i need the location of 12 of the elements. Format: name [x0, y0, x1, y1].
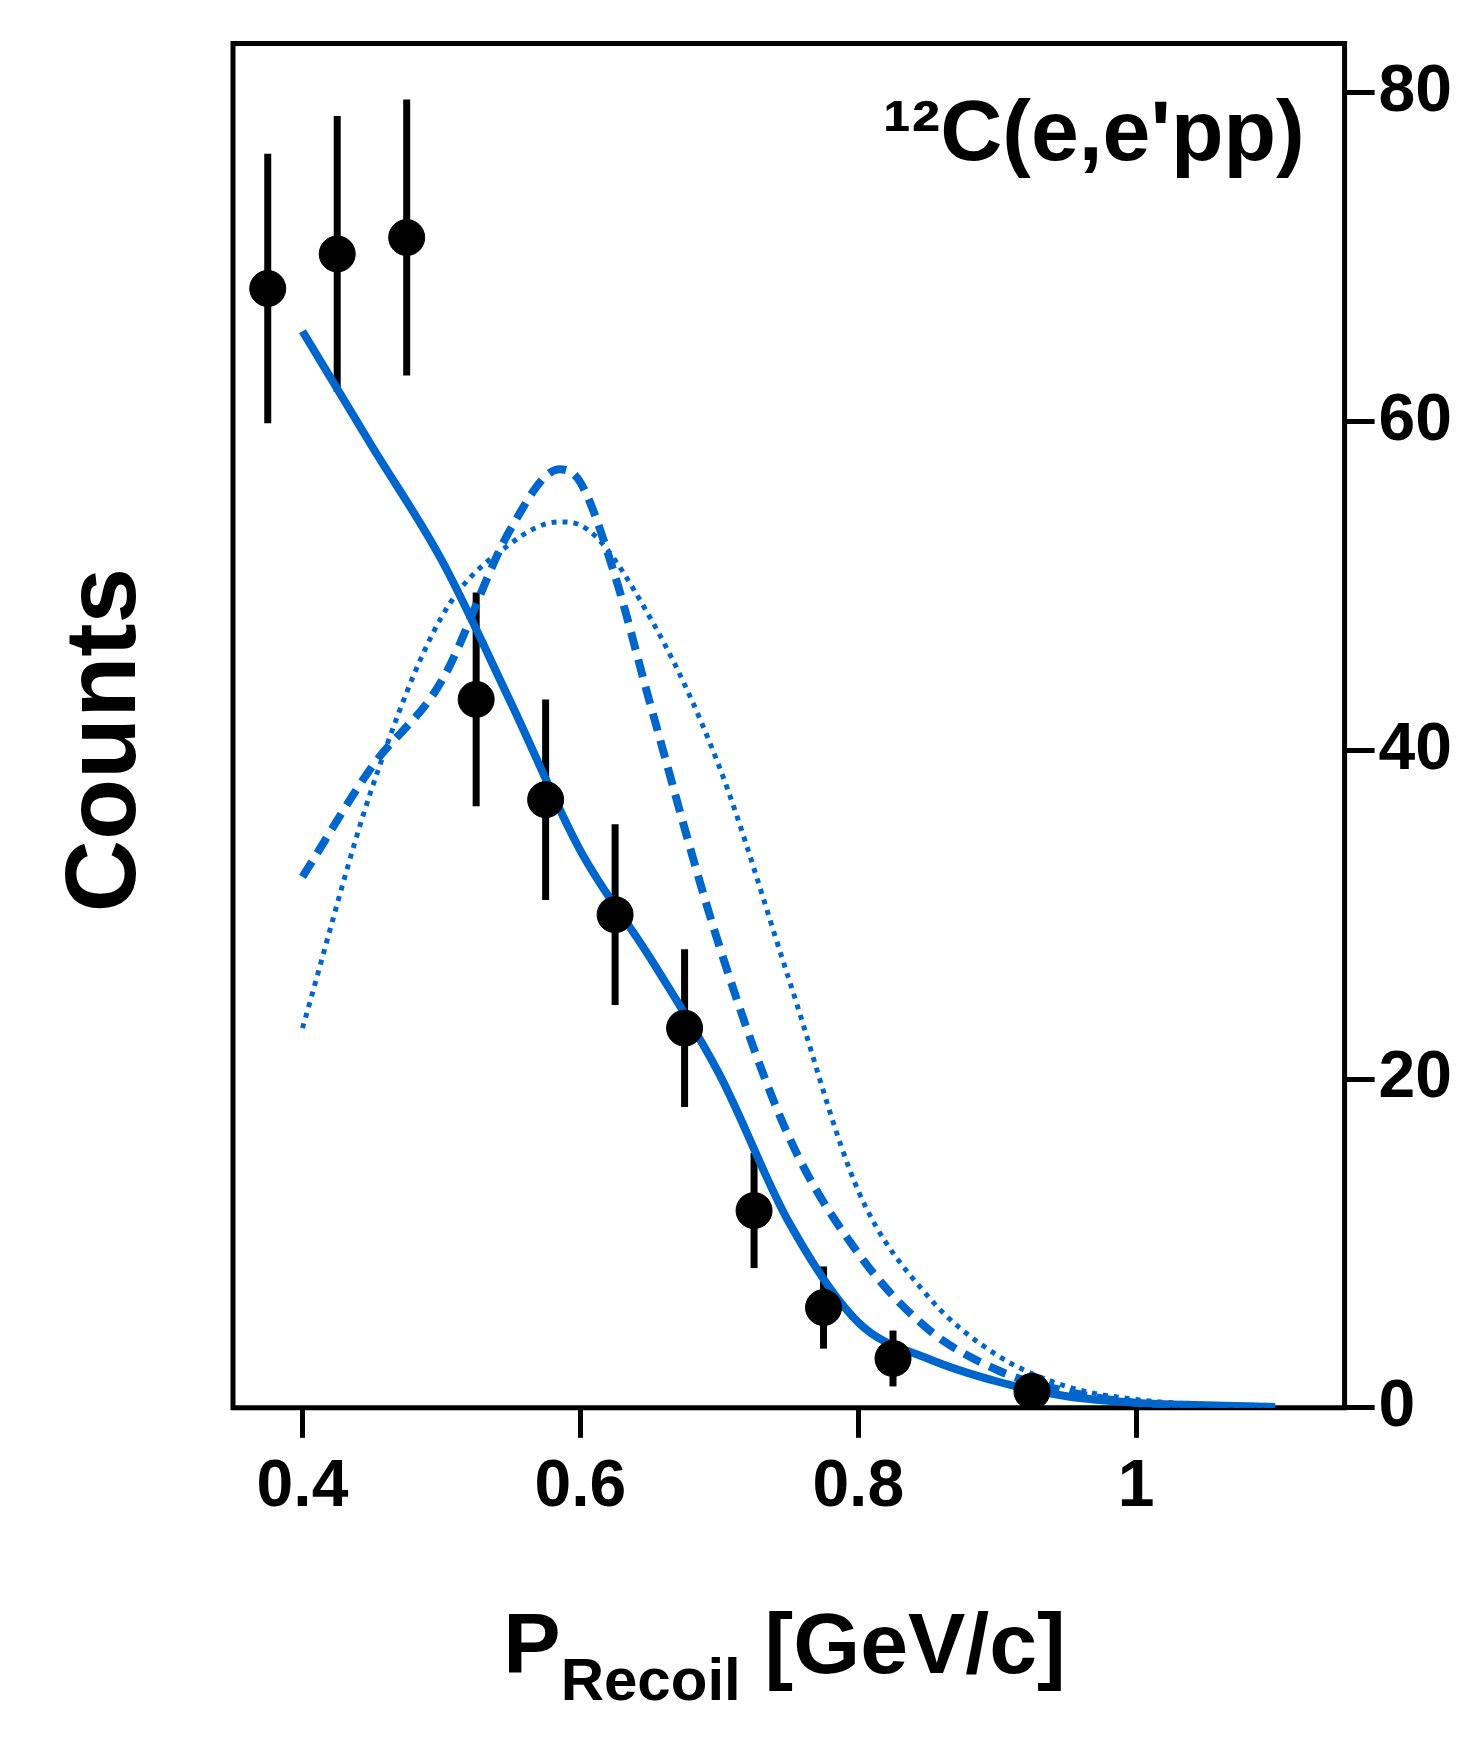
x-tick-label: 0.4	[256, 1445, 349, 1520]
y-axis-title: Counts	[42, 567, 157, 913]
x-tick-label: 0.6	[534, 1445, 627, 1520]
y-tick-label: 80	[1378, 51, 1453, 126]
y-tick-label: 0	[1378, 1366, 1416, 1440]
x-tick-label: 1	[1117, 1445, 1155, 1520]
x-tick-label: 0.8	[812, 1445, 905, 1520]
y-tick-label: 60	[1378, 379, 1453, 454]
annotation: ¹²C(e,e'pp)	[882, 82, 1305, 179]
y-tick-label: 40	[1378, 708, 1453, 783]
x-axis-title: P$_{Recoil}$ [GeV/c]	[502, 1595, 1067, 1713]
y-tick-label: 20	[1378, 1037, 1453, 1112]
